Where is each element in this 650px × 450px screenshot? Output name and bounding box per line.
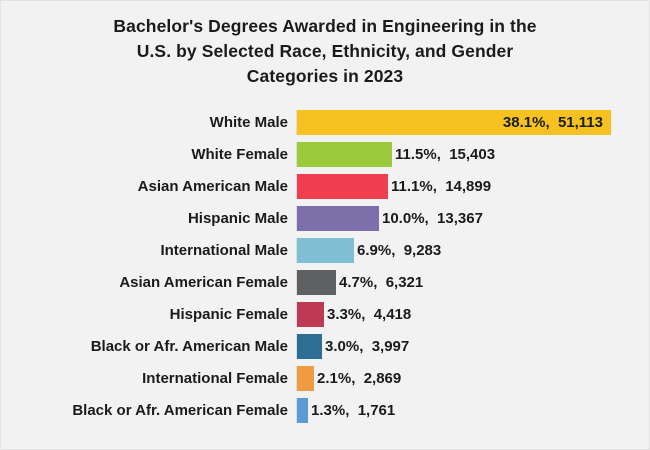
value-label: 10.0%, 13,367 xyxy=(382,210,483,227)
value-label: 1.3%, 1,761 xyxy=(311,402,396,419)
bar-track: 11.1%, 14,899 xyxy=(296,174,649,199)
chart-title-line-1: Bachelor's Degrees Awarded in Engineerin… xyxy=(113,16,537,36)
chart-title: Bachelor's Degrees Awarded in Engineerin… xyxy=(1,1,649,89)
value-label: 3.0%, 3,997 xyxy=(325,338,410,355)
bar-row: International Female 2.1%, 2,869 xyxy=(1,366,649,391)
value-label: 38.1%, 51,113 xyxy=(502,114,603,131)
bar-row: Asian American Male 11.1%, 14,899 xyxy=(1,174,649,199)
bar-row: Black or Afr. American Male 3.0%, 3,997 xyxy=(1,334,649,359)
category-label: Hispanic Male xyxy=(187,210,288,227)
value-label: 3.3%, 4,418 xyxy=(327,306,412,323)
value-label: 11.5%, 15,403 xyxy=(395,146,496,163)
bar-track: 1.3%, 1,761 xyxy=(296,398,649,423)
category-label: Black or Afr. American Male xyxy=(90,338,288,355)
value-label: 11.1%, 14,899 xyxy=(391,178,492,195)
bar-track: 38.1%, 51,113 xyxy=(296,110,649,135)
bar-row: Black or Afr. American Female 1.3%, 1,761 xyxy=(1,398,649,423)
bar xyxy=(297,302,324,327)
chart-title-line-3: Categories in 2023 xyxy=(246,66,404,86)
category-label: International Male xyxy=(160,242,288,259)
bar xyxy=(297,398,308,423)
bar xyxy=(297,270,336,295)
bar-row: Asian American Female 4.7%, 6,321 xyxy=(1,270,649,295)
bar xyxy=(297,238,354,263)
bar-row: International Male 6.9%, 9,283 xyxy=(1,238,649,263)
bar-row: Hispanic Female 3.3%, 4,418 xyxy=(1,302,649,327)
category-label: Asian American Female xyxy=(119,274,288,291)
value-label: 2.1%, 2,869 xyxy=(317,370,402,387)
value-label: 4.7%, 6,321 xyxy=(339,274,424,291)
category-label: White Male xyxy=(209,114,288,131)
category-label: Black or Afr. American Female xyxy=(72,402,288,419)
bar xyxy=(297,142,392,167)
bar-rows: White Male 38.1%, 51,113 White Female 11.5%… xyxy=(1,110,649,423)
bar-track: 4.7%, 6,321 xyxy=(296,270,649,295)
bar: 38.1%, 51,113 xyxy=(297,110,611,135)
bar-row: White Male 38.1%, 51,113 xyxy=(1,110,649,135)
bar-track: 11.5%, 15,403 xyxy=(296,142,649,167)
chart-title-line-2: U.S. by Selected Race, Ethnicity, and Ge… xyxy=(136,41,514,61)
bar-track: 3.3%, 4,418 xyxy=(296,302,649,327)
bar-track: 2.1%, 2,869 xyxy=(296,366,649,391)
bar-track: 3.0%, 3,997 xyxy=(296,334,649,359)
bar xyxy=(297,366,314,391)
category-label: International Female xyxy=(142,370,288,387)
bar-track: 6.9%, 9,283 xyxy=(296,238,649,263)
bar xyxy=(297,174,388,199)
category-label: Hispanic Female xyxy=(169,306,288,323)
category-label: White Female xyxy=(191,146,288,163)
category-label: Asian American Male xyxy=(137,178,288,195)
value-label: 6.9%, 9,283 xyxy=(357,242,442,259)
bar-row: Hispanic Male 10.0%, 13,367 xyxy=(1,206,649,231)
bar-row: White Female 11.5%, 15,403 xyxy=(1,142,649,167)
bar xyxy=(297,334,322,359)
bar xyxy=(297,206,379,231)
bar-track: 10.0%, 13,367 xyxy=(296,206,649,231)
